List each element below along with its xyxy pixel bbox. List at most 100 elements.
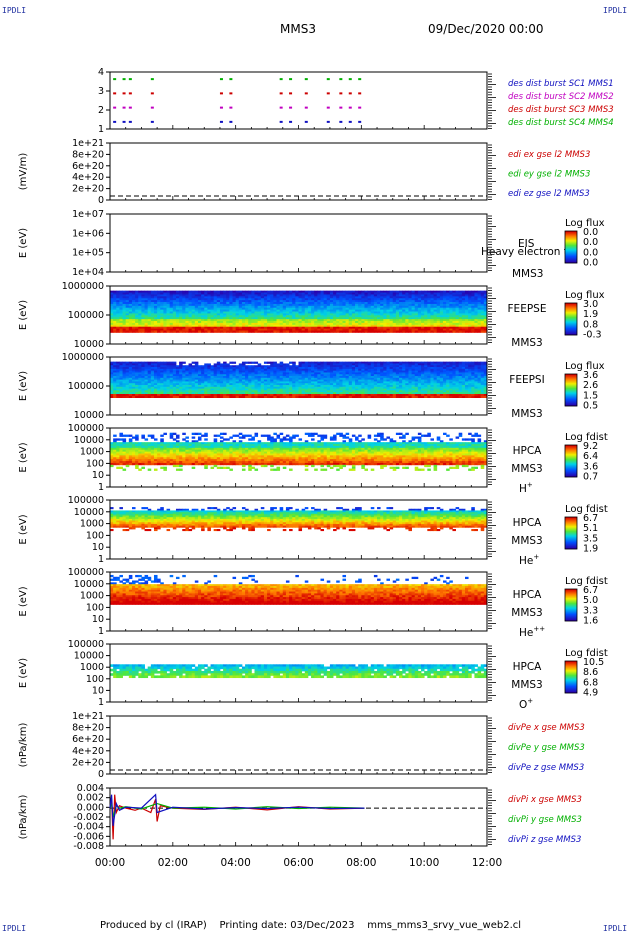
colorbar-band bbox=[565, 315, 577, 317]
colorbar-band bbox=[565, 523, 577, 525]
colorbar-band bbox=[565, 250, 577, 252]
y-tick-label: 8e+20 bbox=[72, 149, 104, 160]
colorbar-band bbox=[565, 602, 577, 604]
y-axis-label: E (eV) bbox=[18, 658, 29, 688]
colorbar-band bbox=[565, 603, 577, 605]
colorbar-band bbox=[565, 402, 577, 404]
colorbar-band bbox=[565, 613, 577, 615]
colorbar-band bbox=[565, 382, 577, 384]
colorbar-band bbox=[565, 447, 577, 449]
colorbar-band bbox=[565, 596, 577, 598]
colorbar-hpca_hepp-value: 5.0 bbox=[583, 595, 598, 606]
colorbar-band bbox=[565, 546, 577, 548]
y-tick-label: 1e+04 bbox=[72, 267, 104, 278]
time-tick-label: 04:00 bbox=[221, 857, 251, 869]
y-tick-label: 8e+20 bbox=[72, 723, 104, 734]
colorbar-band bbox=[565, 616, 577, 618]
burst-mark bbox=[348, 92, 352, 95]
colorbar-band bbox=[565, 544, 577, 546]
y-tick-label: 1e+07 bbox=[72, 209, 104, 220]
y-tick-label: 100000 bbox=[68, 381, 104, 392]
colorbar-band bbox=[565, 600, 577, 602]
colorbar-band bbox=[565, 526, 577, 528]
colorbar-band bbox=[565, 400, 577, 402]
colorbar-band bbox=[565, 304, 577, 306]
colorbar-hpca_h-title: Log fdist bbox=[565, 432, 608, 443]
y-tick-label: 10000 bbox=[74, 579, 104, 590]
colorbar-band bbox=[565, 620, 577, 622]
burst-mark bbox=[229, 120, 233, 123]
burst-mark bbox=[113, 92, 117, 95]
y-tick-label: 10000 bbox=[74, 651, 104, 662]
y-tick-label: 10 bbox=[92, 542, 104, 553]
y-tick-label: -0.006 bbox=[73, 831, 104, 842]
colorbar-band bbox=[565, 389, 577, 391]
series-line-blue bbox=[109, 793, 365, 826]
colorbar-band bbox=[565, 461, 577, 463]
spectrogram-feepse bbox=[110, 290, 488, 333]
colorbar-band bbox=[565, 248, 577, 250]
colorbar-band bbox=[565, 394, 577, 396]
colorbar-band bbox=[565, 256, 577, 258]
colorbar-band bbox=[565, 619, 577, 621]
y-tick-label: 10000 bbox=[74, 435, 104, 446]
y-axis-label: E (eV) bbox=[18, 442, 29, 472]
colorbar-band bbox=[565, 680, 577, 682]
y-axis-label: E (eV) bbox=[18, 300, 29, 330]
colorbar-feepsi-title: Log flux bbox=[565, 361, 605, 372]
spectrogram-hpca_hepp bbox=[110, 574, 488, 605]
burst-mark bbox=[358, 106, 362, 109]
colorbar-band bbox=[565, 531, 577, 533]
colorbar-hpca_he-value: 3.5 bbox=[583, 533, 598, 544]
burst-mark bbox=[304, 120, 308, 123]
colorbar-band bbox=[565, 519, 577, 521]
colorbar-band bbox=[565, 252, 577, 254]
spectrogram-hpca_h bbox=[110, 432, 488, 471]
y-tick-label: 10000 bbox=[74, 339, 104, 350]
instrument-label: FEEPSI bbox=[509, 374, 544, 386]
colorbar-band bbox=[565, 684, 577, 686]
colorbar-band bbox=[565, 404, 577, 406]
colorbar-band bbox=[565, 541, 577, 543]
y-tick-label: 10 bbox=[92, 470, 104, 481]
instrument-label: HPCA bbox=[513, 661, 543, 673]
colorbar-band bbox=[565, 261, 577, 263]
colorbar-band bbox=[565, 260, 577, 262]
colorbar-hpca_h-value: 9.2 bbox=[583, 441, 598, 452]
burst-mark bbox=[113, 78, 117, 81]
colorbar-band bbox=[565, 677, 577, 679]
colorbar-eis-value: 0.0 bbox=[583, 227, 598, 238]
colorbar-band bbox=[565, 538, 577, 540]
spacecraft-label: MMS3 bbox=[511, 463, 542, 475]
colorbar-band bbox=[565, 448, 577, 450]
colorbar-band bbox=[565, 674, 577, 676]
colorbar-band bbox=[565, 398, 577, 400]
burst-mark bbox=[219, 106, 223, 109]
y-tick-label: 10 bbox=[92, 614, 104, 625]
colorbar-band bbox=[565, 681, 577, 683]
colorbar-band bbox=[565, 309, 577, 311]
colorbar-band bbox=[565, 310, 577, 312]
colorbar-band bbox=[565, 303, 577, 305]
y-tick-label: -0.002 bbox=[73, 812, 104, 823]
colorbar-band bbox=[565, 464, 577, 466]
time-tick-label: 06:00 bbox=[283, 857, 313, 869]
legend-entry: divPi y gse MMS3 bbox=[508, 815, 582, 825]
colorbar-band bbox=[565, 327, 577, 329]
colorbar-band bbox=[565, 259, 577, 261]
colorbar-band bbox=[565, 386, 577, 388]
colorbar-band bbox=[565, 679, 577, 681]
colorbar-feepsi-value: 2.6 bbox=[583, 380, 598, 391]
y-tick-label: 2e+20 bbox=[72, 757, 104, 768]
y-axis-label: (nPa/km) bbox=[18, 795, 29, 840]
y-tick-label: 1 bbox=[98, 626, 104, 637]
colorbar-band bbox=[565, 688, 577, 690]
colorbar-band bbox=[565, 536, 577, 538]
y-tick-label: 10000 bbox=[74, 507, 104, 518]
colorbar-band bbox=[565, 247, 577, 249]
y-tick-label: 1e+21 bbox=[72, 138, 104, 149]
y-axis-label: E (eV) bbox=[18, 586, 29, 616]
colorbar-band bbox=[565, 466, 577, 468]
burst-mark bbox=[339, 92, 343, 95]
colorbar-band bbox=[565, 396, 577, 398]
